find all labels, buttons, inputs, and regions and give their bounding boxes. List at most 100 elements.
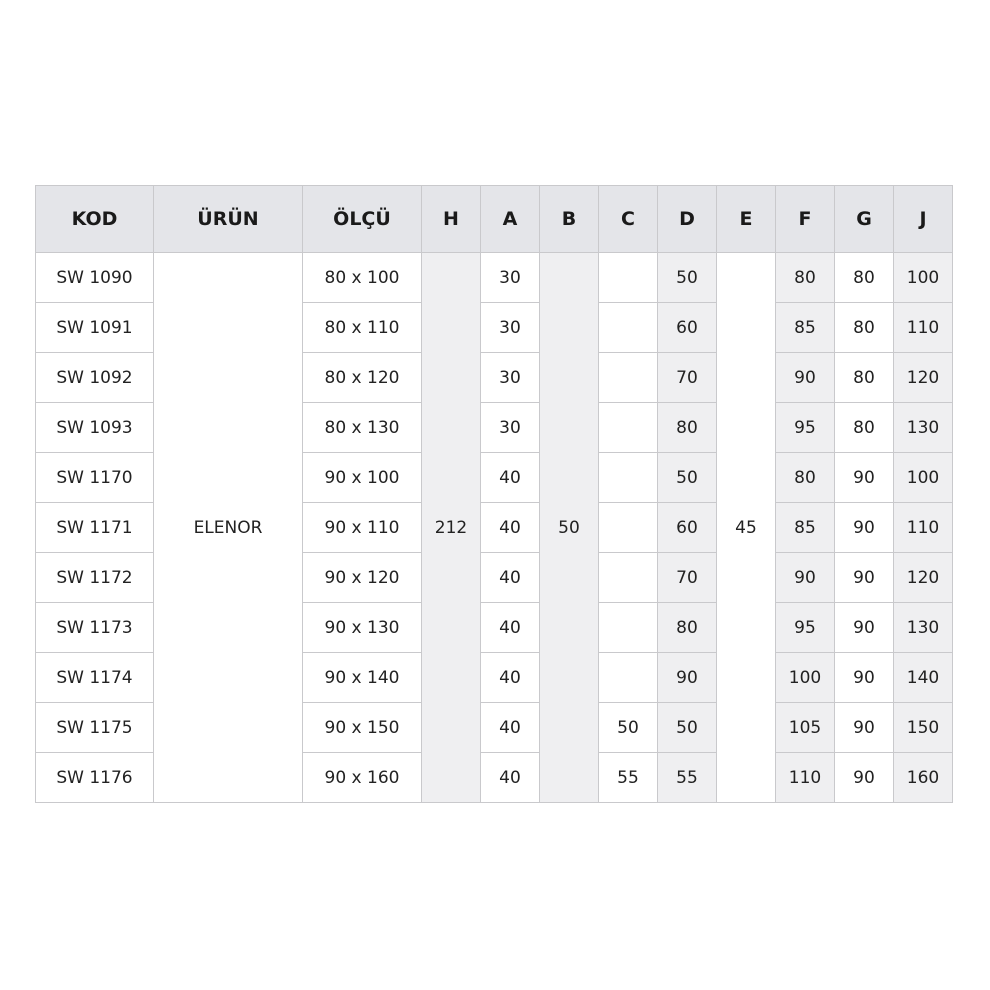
table-cell: 70 <box>657 352 717 403</box>
table-cell: SW 1093 <box>35 402 154 453</box>
table-cell: 30 <box>480 352 540 403</box>
table-cell: 110 <box>893 302 953 353</box>
table-cell: 30 <box>480 302 540 353</box>
table-cell: 100 <box>893 252 953 303</box>
table-cell: 80 <box>657 402 717 453</box>
table-row: SW 1172 90 x 120 40 70 90 90 120 <box>35 552 953 603</box>
table-cell: 40 <box>480 702 540 753</box>
column-header: G <box>834 185 894 253</box>
table-row: SW 1093 80 x 130 30 80 95 80 130 <box>35 402 953 453</box>
column-header: B <box>539 185 599 253</box>
table-row: SW 1173 90 x 130 40 80 95 90 130 <box>35 602 953 653</box>
table-cell: 90 x 150 <box>302 702 422 753</box>
table-cell: 80 <box>834 402 894 453</box>
table-cell: 50 <box>598 702 658 753</box>
table-cell: 30 <box>480 402 540 453</box>
table-cell <box>598 252 658 303</box>
table-cell: 110 <box>775 752 835 803</box>
table-cell: 90 <box>834 702 894 753</box>
table-cell: 160 <box>893 752 953 803</box>
table-cell <box>598 402 658 453</box>
table-cell: 50 <box>657 252 717 303</box>
table-cell: 80 <box>657 602 717 653</box>
header-row: KOD ÜRÜN ÖLÇÜ H A B C D E F G J <box>35 185 953 253</box>
table-cell: 45 <box>716 252 776 803</box>
table-cell: 90 <box>834 452 894 503</box>
table-cell <box>598 452 658 503</box>
table-cell: 90 <box>834 602 894 653</box>
table-cell: SW 1174 <box>35 652 154 703</box>
table-cell <box>598 352 658 403</box>
table-cell: 60 <box>657 302 717 353</box>
table-cell <box>598 552 658 603</box>
table-cell: SW 1176 <box>35 752 154 803</box>
table-cell: 95 <box>775 402 835 453</box>
table-cell: 85 <box>775 302 835 353</box>
table-cell: SW 1173 <box>35 602 154 653</box>
table-cell: 90 <box>834 752 894 803</box>
table-cell: 90 <box>657 652 717 703</box>
table-cell: 130 <box>893 402 953 453</box>
table-cell: 90 x 140 <box>302 652 422 703</box>
table-cell: 100 <box>893 452 953 503</box>
table-cell: SW 1175 <box>35 702 154 753</box>
table-cell: 30 <box>480 252 540 303</box>
table-cell: 80 x 110 <box>302 302 422 353</box>
table-cell: ELENOR <box>153 252 303 803</box>
table-row: SW 1091 80 x 110 30 60 85 80 110 <box>35 302 953 353</box>
table-cell: SW 1170 <box>35 452 154 503</box>
table-cell: SW 1092 <box>35 352 154 403</box>
table-cell <box>598 652 658 703</box>
table-cell: 70 <box>657 552 717 603</box>
table-cell: 55 <box>657 752 717 803</box>
table-row: SW 1170 90 x 100 40 50 80 90 100 <box>35 452 953 503</box>
table-cell <box>598 602 658 653</box>
table-cell: 40 <box>480 652 540 703</box>
table-cell: SW 1090 <box>35 252 154 303</box>
table-cell: 85 <box>775 502 835 553</box>
table-cell: 90 x 130 <box>302 602 422 653</box>
table-row: SW 1174 90 x 140 40 90 100 90 140 <box>35 652 953 703</box>
table-cell: 100 <box>775 652 835 703</box>
table-row: SW 1176 90 x 160 40 55 55 110 90 160 <box>35 752 953 803</box>
table-cell: 40 <box>480 452 540 503</box>
table-cell: 80 x 130 <box>302 402 422 453</box>
column-header: ÜRÜN <box>153 185 303 253</box>
table-cell: 55 <box>598 752 658 803</box>
spec-table: KOD ÜRÜN ÖLÇÜ H A B C D E F G J SW 1090 ELENOR 80 x 1… <box>35 185 953 803</box>
table-cell: 80 <box>834 252 894 303</box>
table-cell: 110 <box>893 502 953 553</box>
table-cell: 90 <box>775 552 835 603</box>
table-cell: 90 x 160 <box>302 752 422 803</box>
table-cell: SW 1091 <box>35 302 154 353</box>
table-cell: 90 <box>834 502 894 553</box>
table-cell <box>598 302 658 353</box>
table-cell: 80 <box>775 252 835 303</box>
table-cell: 90 <box>834 652 894 703</box>
table-cell: 40 <box>480 602 540 653</box>
table-cell: 40 <box>480 502 540 553</box>
table-cell: 60 <box>657 502 717 553</box>
table-cell: 95 <box>775 602 835 653</box>
table-cell: 90 x 100 <box>302 452 422 503</box>
table-cell: 90 <box>834 552 894 603</box>
column-header: D <box>657 185 717 253</box>
table-cell: 50 <box>657 702 717 753</box>
table-cell: 50 <box>657 452 717 503</box>
table-cell: 120 <box>893 552 953 603</box>
column-header: KOD <box>35 185 154 253</box>
table-cell: 90 <box>775 352 835 403</box>
table-cell <box>598 502 658 553</box>
table-cell: SW 1171 <box>35 502 154 553</box>
column-header: F <box>775 185 835 253</box>
column-header: C <box>598 185 658 253</box>
table-cell: 80 x 120 <box>302 352 422 403</box>
table-cell: 80 <box>834 352 894 403</box>
table-cell: 80 x 100 <box>302 252 422 303</box>
table-row: SW 1175 90 x 150 40 50 50 105 90 150 <box>35 702 953 753</box>
column-header: E <box>716 185 776 253</box>
table-cell: 40 <box>480 552 540 603</box>
table-cell: 150 <box>893 702 953 753</box>
table-row: SW 1092 80 x 120 30 70 90 80 120 <box>35 352 953 403</box>
table-cell: 50 <box>539 252 599 803</box>
